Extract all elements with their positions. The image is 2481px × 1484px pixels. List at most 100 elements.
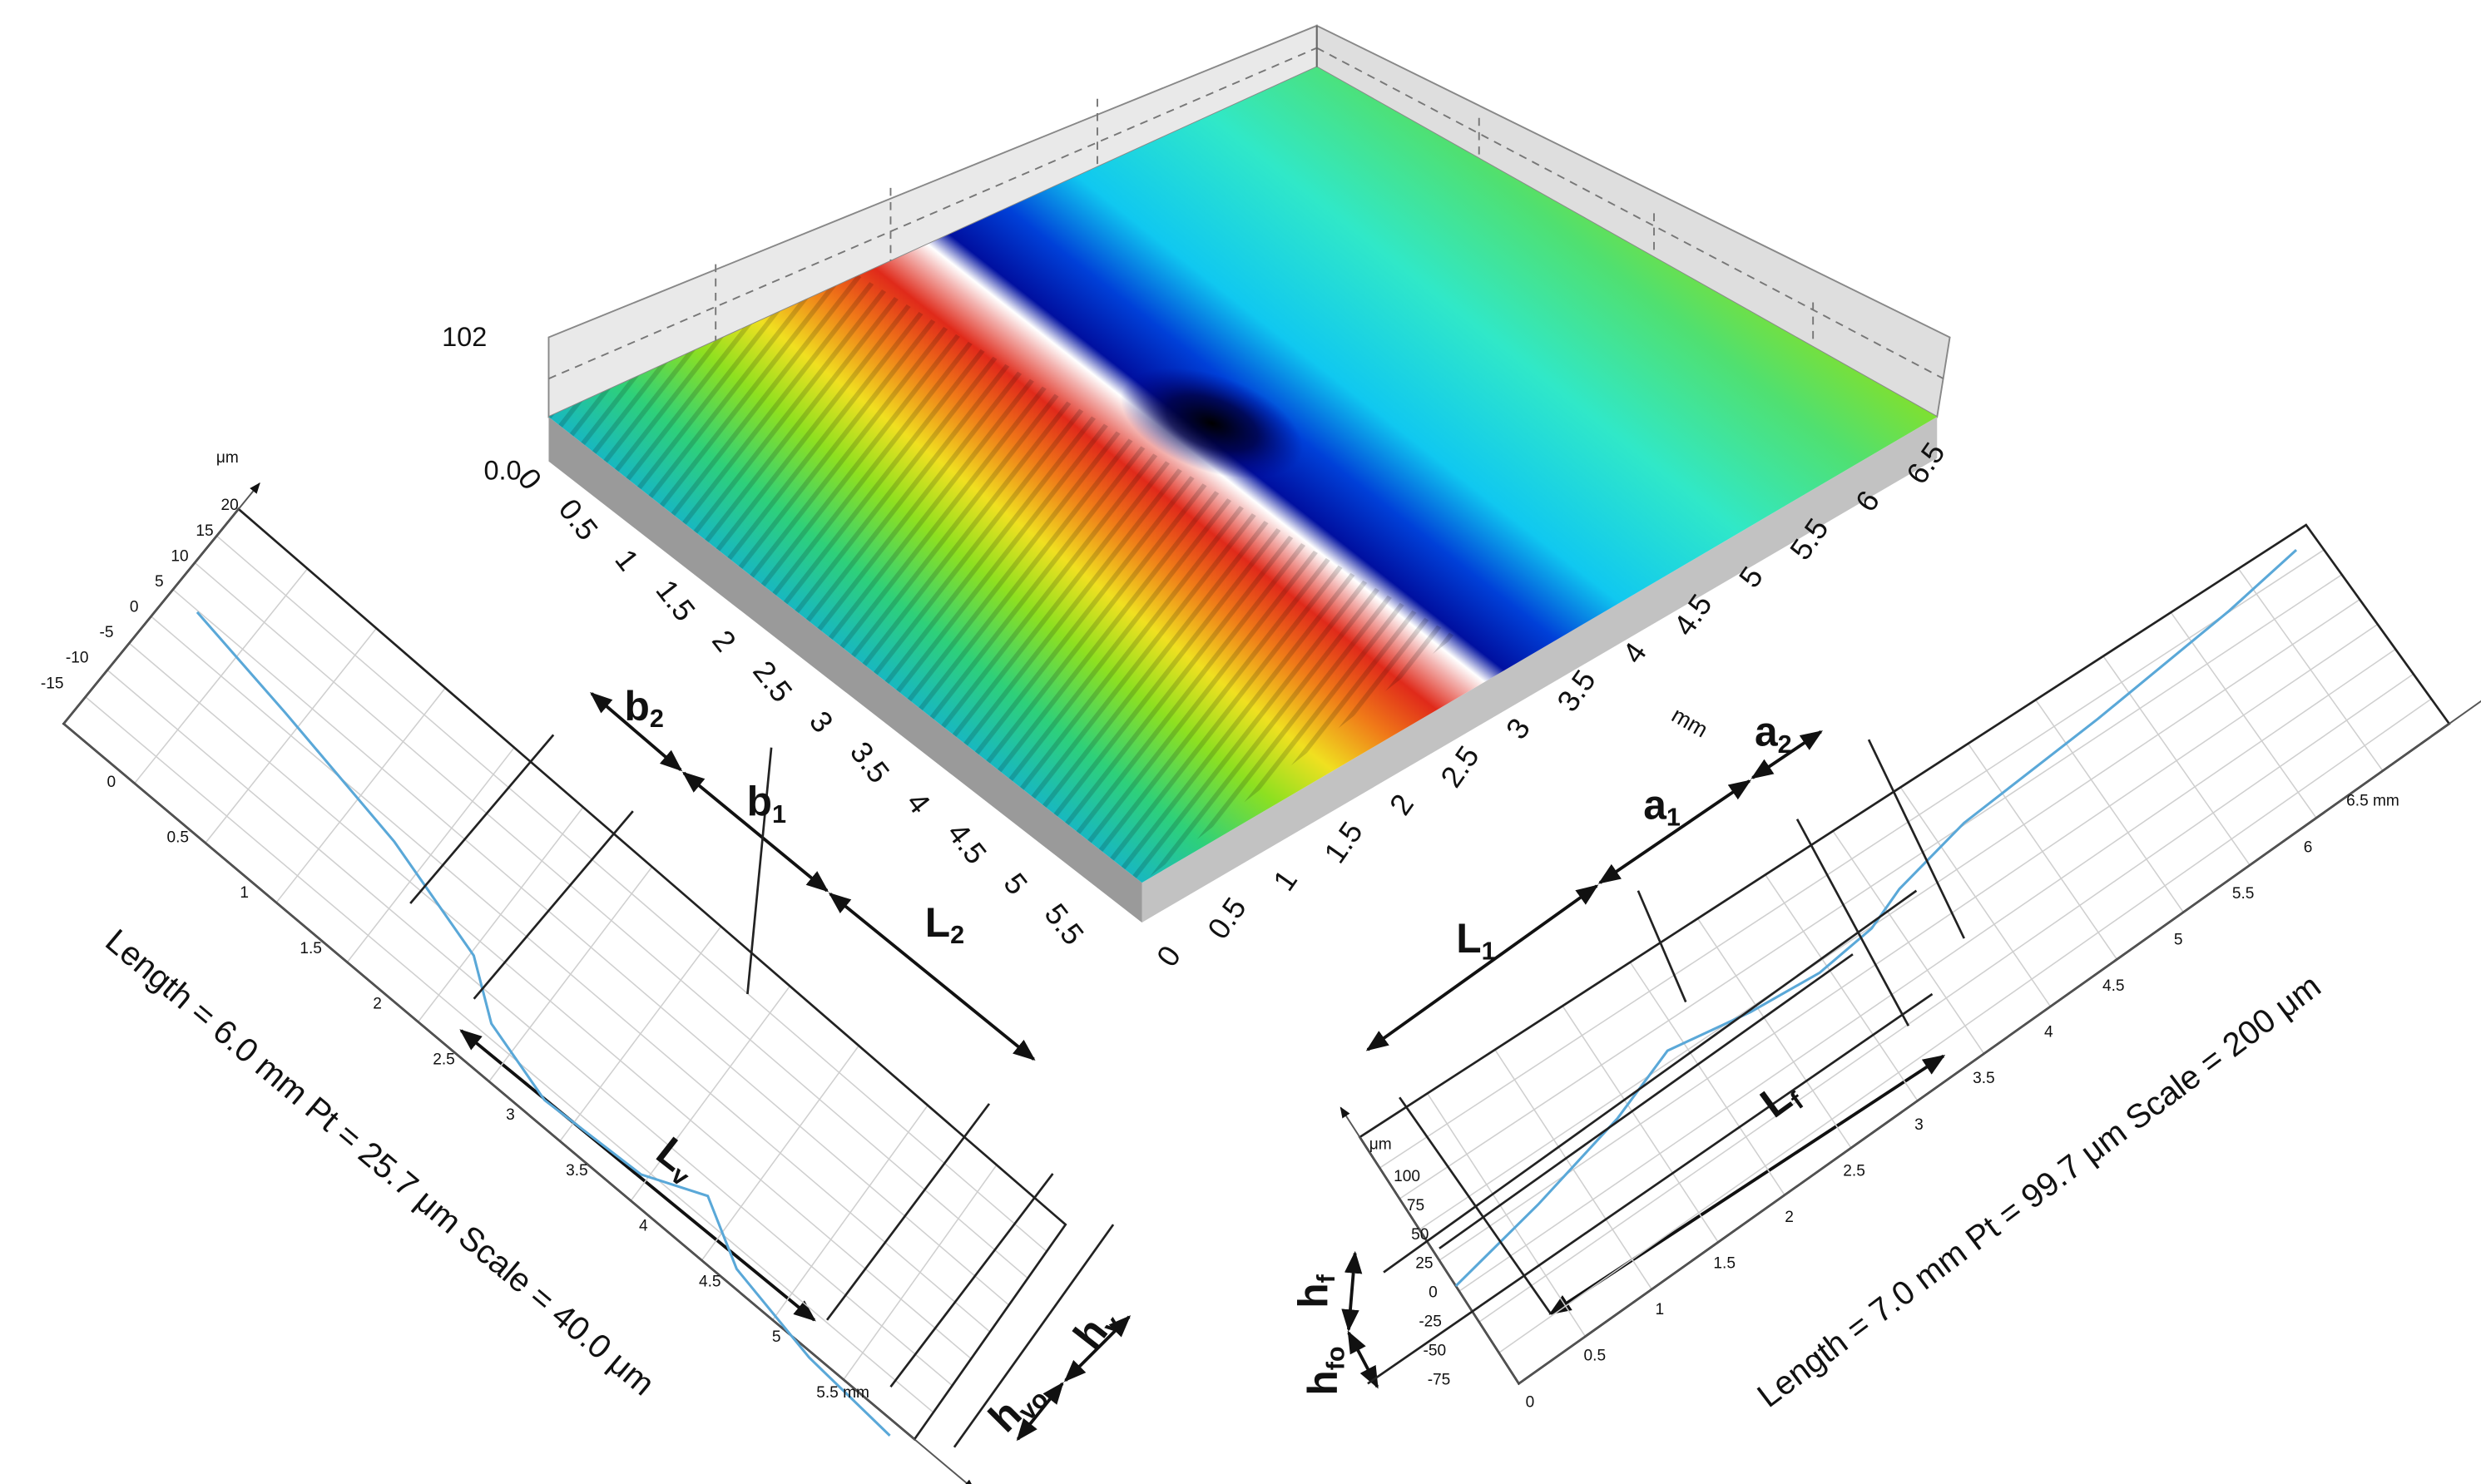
dimension-label: Lf [1752,1069,1810,1130]
y-tick-label: 5 [155,573,164,591]
construction-line [825,1103,991,1321]
grid-line [106,669,953,1387]
axis-arrow [62,482,260,725]
wall-guides [548,47,1944,380]
dimension-label: b1 [747,779,786,829]
grid-line [194,561,1028,1279]
x-tick-label: 1.5 [1713,1255,1736,1273]
y-tick-label: -10 [66,650,89,667]
profile-left_profile [62,482,1067,1484]
y-tick-label: 25 [1415,1255,1433,1273]
y-tick-label: 2.5 [1434,740,1486,794]
dimension-subscript: 2 [950,921,964,949]
y-tick-label: 1 [1266,863,1304,897]
construction-line [1867,739,1965,939]
y-tick-label: 15 [196,522,213,540]
dimension-subscript: f [1312,1274,1340,1283]
dimension-subscript: 1 [1482,937,1496,965]
dimension-symbol: b [624,683,649,730]
x-tick-label: 6 [2304,838,2313,856]
dimension-symbol: L [925,899,950,946]
x-tick-label: 3 [506,1106,515,1124]
x-tick-label: 6.5 mm [2346,793,2399,810]
x-tick-label: 2 [373,996,382,1013]
grid-line [151,616,991,1333]
dimension-symbol: a [1643,781,1666,828]
construction-line [1367,992,1934,1385]
axis-unit: μm [1369,1136,1392,1154]
dimension-label: a1 [1643,781,1681,831]
dimension-label: hv [1064,1298,1128,1359]
x-tick-label: 0.5 [552,492,605,547]
construction-line [473,810,634,1000]
y-tick-label: 0 [1429,1284,1438,1302]
x-tick-label: 0.5 [1584,1348,1607,1365]
x-tick-label: 1.5 [300,940,322,957]
y-tick-label: 10 [171,547,188,565]
profile-curve [196,611,891,1437]
construction-line [1637,890,1687,1003]
dimension-label: a2 [1755,709,1792,759]
dimension-label: hvo [979,1369,1053,1443]
x-tick-label: 1.5 [649,573,701,627]
dimension-label: hfo [1300,1346,1349,1395]
axis-unit: μm [216,449,239,467]
x-tick-label: 2 [1785,1209,1794,1226]
x-tick-label: 2.5 [433,1051,455,1068]
grid-line [172,589,1010,1306]
grid-line [1379,549,2325,1169]
construction-line [1383,889,1918,1274]
surface-3d [547,24,1951,923]
y-tick-label: 3 [1499,712,1537,745]
x-tick-label: 5 [997,867,1034,901]
dimension-symbol: h [1290,1283,1337,1308]
y-tick-label: 100 [1394,1168,1420,1185]
dimension-label: hf [1290,1274,1340,1308]
y-tick-label: 2 [1383,788,1420,821]
dimension-subscript: 1 [772,800,786,829]
x-tick-label: 3 [803,705,840,739]
x-tick-label: 4.5 [941,816,993,870]
x-tick-label: 0 [1526,1393,1535,1411]
x-tick-label: 5 [772,1328,781,1346]
grid-line [1399,574,2343,1200]
x-tick-label: 4 [2044,1024,2053,1041]
y-tick-label: 20 [220,497,238,514]
x-tick-label: 1 [1655,1301,1664,1318]
x-tick-label: 3.5 [566,1162,588,1180]
construction-line [1795,819,1910,1026]
x-tick-label: 1 [240,884,249,902]
dimension-subscript: 2 [1778,730,1792,759]
dimension-label: L2 [925,899,964,949]
x-tick-label: 5 [2174,931,2183,948]
dimension-symbol: b [747,779,772,825]
dimension-label: b2 [624,683,663,733]
x-tick-label: 4.5 [2102,977,2125,995]
grid-line [1458,648,2396,1292]
grid-line [1478,673,2414,1323]
x-tick-label: 4.5 [699,1273,721,1290]
x-tick-label: 4 [639,1218,648,1235]
x-tick-label: 4 [900,785,938,819]
axis-arrow [62,723,975,1484]
x-tick-label: 5.5 mm [816,1384,869,1402]
grid-line [215,535,1047,1252]
dimension-symbol: a [1755,709,1778,755]
construction-line [889,1173,1054,1388]
caption: Length = 7.0 mm Pt = 99.7 μm Scale = 200… [1751,967,2328,1414]
y-tick-label: 0 [130,599,139,616]
dimension-subscript: 2 [650,705,664,733]
grid-line [128,642,972,1360]
z-label: 102 [442,322,487,352]
y-tick-label: 75 [1407,1197,1424,1214]
grid-line [1419,599,2360,1230]
dimension-symbol: h [1300,1370,1346,1395]
y-tick-label: -75 [1428,1372,1451,1389]
y-tick-label: 50 [1411,1226,1429,1244]
x-tick-label: 5.5 [1038,897,1091,951]
y-tick-label: 1.5 [1317,815,1369,869]
y-tick-label: -25 [1419,1313,1442,1331]
y-tick-label: -15 [41,675,64,692]
x-tick-label: 3.5 [844,735,896,789]
